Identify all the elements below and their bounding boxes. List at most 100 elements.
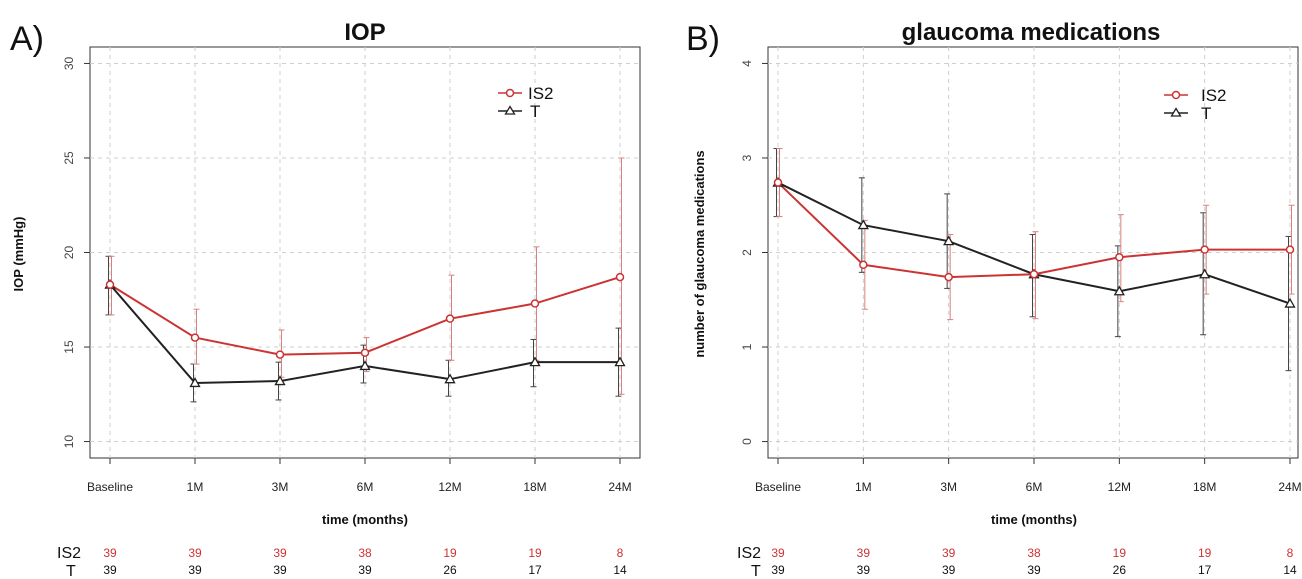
panel-a-t-point: [274, 375, 286, 386]
panel-b-at-risk-is2: 38: [1027, 546, 1041, 560]
panel-b-at-risk-is2: 8: [1287, 546, 1294, 560]
panel-a-y-axis-title: IOP (mmHg): [11, 217, 26, 292]
panel-a-t-point: [189, 377, 201, 388]
legend-t-label: T: [1201, 104, 1211, 123]
panel-b-at-risk-is2: 39: [942, 546, 956, 560]
panel-b-is2-series-line: [777, 181, 1290, 279]
panel-a-at-risk-t: 17: [528, 563, 542, 577]
panel-b-legend: IS2 T: [1164, 86, 1227, 123]
legend-is2-label: IS2: [528, 84, 554, 103]
panel-b-is2-point: [1115, 252, 1124, 262]
panel-b-at-risk-t: 39: [1027, 563, 1041, 577]
panel-a-x-tick-label: 1M: [187, 480, 204, 494]
panel-a-at-risk-t: 39: [273, 563, 287, 577]
panel-b-at-risk-t: 39: [942, 563, 956, 577]
panel-a-at-risk-t: 39: [358, 563, 372, 577]
panel-b-risk-label-is2: IS2: [737, 545, 761, 562]
panel-a-is2-point: [445, 314, 455, 323]
panel-b-x-tick-label: 3M: [940, 480, 957, 494]
legend-t-label: T: [530, 102, 540, 121]
panel-a-x-tick-label: 24M: [608, 480, 631, 494]
panel-b-x-tick-label: 1M: [855, 480, 872, 494]
panel-b-x-axis-title: time (months): [991, 512, 1077, 527]
legend-t-marker: [504, 105, 516, 115]
panel-a-at-risk-is2: 39: [103, 546, 117, 560]
panel-b-t-point: [943, 235, 955, 246]
panel-b-y-tick-label: 3: [740, 154, 754, 161]
panel-a-t-point: [359, 360, 371, 371]
panel-b-letter: B): [686, 20, 720, 58]
panel-b-at-risk-is2: 19: [1113, 546, 1127, 560]
panel-b-is2-point: [1029, 269, 1039, 279]
panel-b-risk-label-t: T: [751, 563, 761, 579]
panel-a-x-tick-label: 18M: [523, 480, 546, 494]
panel-b-is2-point: [859, 260, 868, 270]
panel-a-at-risk-is2: 38: [358, 546, 372, 560]
panel-a-y-tick-label: 25: [62, 151, 76, 165]
panel-b-y-axis-title: number of glaucoma medications: [692, 150, 707, 357]
panel-a-is2-point: [275, 350, 285, 359]
legend-is2-marker: [505, 88, 515, 98]
panel-b-title: glaucoma medications: [902, 19, 1161, 46]
panel-b: B) glaucoma medications time (months) nu…: [686, 19, 1302, 579]
panel-b-y-tick-label: 4: [740, 60, 754, 67]
panel-b-is2-point: [1285, 245, 1295, 254]
panel-b-x-tick-label: 12M: [1108, 480, 1131, 494]
panel-b-at-risk-t: 39: [857, 563, 871, 577]
panel-a-t-point: [614, 356, 626, 367]
panel-b-is2-point: [773, 178, 783, 187]
panel-a-at-risk-is2: 39: [273, 546, 287, 560]
panel-b-y-tick-label: 0: [740, 438, 754, 445]
panel-b-x-tick-label: 24M: [1278, 480, 1301, 494]
panel-a-at-risk-t: 39: [188, 563, 202, 577]
panel-b-x-tick-label: 18M: [1193, 480, 1216, 494]
panel-a-x-tick-label: 6M: [357, 480, 374, 494]
panel-a-is2-point: [530, 299, 540, 308]
panel-a-legend: IS2 T: [498, 84, 554, 121]
panel-a-is2-point: [105, 280, 115, 289]
panel-a-x-tick-label: Baseline: [87, 480, 133, 494]
legend-t-marker: [1170, 107, 1182, 117]
panel-a-t-point: [444, 373, 456, 384]
panel-a-at-risk-t: 39: [103, 563, 117, 577]
panel-b-at-risk-is2: 39: [857, 546, 871, 560]
panel-a-y-tick-label: 20: [62, 246, 76, 260]
panel-a-plot-area: 10 15 20 25 30 Baseline 39 39 1M 39 39 3M 39 39 6M 38 39…: [62, 46, 641, 577]
panel-b-is2-point: [944, 272, 953, 282]
panel-a-y-tick-label: 10: [62, 435, 76, 449]
panel-a-title: IOP: [344, 19, 385, 46]
panel-b-t-point: [1284, 297, 1296, 308]
panel-b-is2-point: [1200, 245, 1209, 254]
panel-a-risk-label-t: T: [66, 563, 76, 579]
panel-a-letter: A): [10, 20, 44, 58]
panel-a-at-risk-t: 26: [443, 563, 457, 577]
panel-a-x-tick-label: 12M: [438, 480, 461, 494]
panel-b-at-risk-is2: 19: [1198, 546, 1212, 560]
panel-a-at-risk-is2: 19: [528, 546, 542, 560]
panel-a: A) IOP time (months) IOP (mmHg) IS2 T 10…: [10, 19, 641, 579]
panel-a-at-risk-is2: 19: [443, 546, 457, 560]
panel-b-at-risk-t: 14: [1283, 563, 1297, 577]
panel-a-t-point: [529, 356, 541, 367]
panel-b-x-tick-label: Baseline: [755, 480, 801, 494]
panel-b-x-tick-label: 6M: [1026, 480, 1043, 494]
panel-a-y-tick-label: 30: [62, 56, 76, 70]
panel-a-x-tick-label: 3M: [272, 480, 289, 494]
panel-b-at-risk-t: 17: [1198, 563, 1212, 577]
panel-b-at-risk-t: 26: [1113, 563, 1127, 577]
legend-is2-marker: [1171, 90, 1181, 100]
panel-b-t-point: [857, 219, 869, 230]
panel-a-is2-point: [360, 348, 370, 357]
panel-a-is2-point: [190, 333, 200, 342]
panel-b-y-tick-label: 2: [740, 249, 754, 256]
panel-b-at-risk-is2: 39: [771, 546, 785, 560]
panel-a-at-risk-t: 14: [613, 563, 627, 577]
panel-a-at-risk-is2: 8: [617, 546, 624, 560]
panel-b-t-point: [1199, 268, 1211, 279]
panel-a-x-axis-title: time (months): [322, 512, 408, 527]
legend-is2-label: IS2: [1201, 86, 1227, 105]
panel-b-plot-area: 0 1 2 3 4 Baseline 39 39 1M 39 39 3M 39 39 6M 38 39 12M 19…: [740, 46, 1302, 577]
panel-a-risk-label-is2: IS2: [57, 545, 81, 562]
panel-b-y-tick-label: 1: [740, 343, 754, 350]
